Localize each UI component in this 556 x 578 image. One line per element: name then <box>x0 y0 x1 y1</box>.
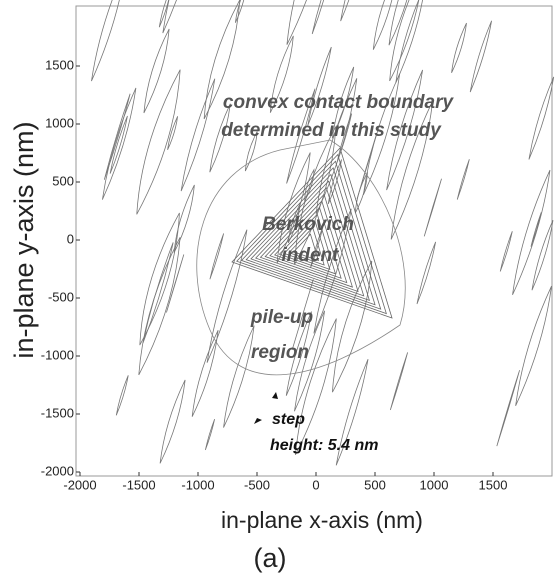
y-tick-label: 1500 <box>45 57 74 72</box>
plot-frame <box>76 6 552 476</box>
x-tick-label: -500 <box>244 477 270 492</box>
y-tick-label: 0 <box>67 231 74 246</box>
x-tick-label: -1000 <box>181 477 214 492</box>
annotation: region <box>251 342 309 363</box>
y-tick-label: 1000 <box>45 115 74 130</box>
x-axis-label: in-plane x-axis (nm) <box>221 507 423 533</box>
x-tick-label: 1500 <box>479 477 508 492</box>
y-tick-label: -1500 <box>41 405 74 420</box>
x-tick-label: -2000 <box>63 477 96 492</box>
y-tick-label: 500 <box>52 173 74 188</box>
annotation: Berkovich <box>262 214 354 235</box>
y-tick-label: -1000 <box>41 347 74 362</box>
annotation: step <box>272 411 305 428</box>
annotation: pile-up <box>250 307 313 328</box>
y-axis-label: in-plane y-axis (nm) <box>9 121 39 358</box>
x-tick-label: 0 <box>312 477 319 492</box>
annotation: convex contact boundary <box>223 92 455 113</box>
annotation: height: 5.4 nm <box>270 437 378 454</box>
annotation: indent <box>282 245 340 266</box>
caption: (a) <box>254 543 287 573</box>
chart: in-plane x-axis (nm) in-plane y-axis (nm… <box>0 0 556 578</box>
y-tick-label: -500 <box>48 289 74 304</box>
x-tick-label: -1500 <box>122 477 155 492</box>
annotation: determined in this study <box>221 120 442 141</box>
x-tick-label: 1000 <box>420 477 449 492</box>
y-tick-label: -2000 <box>41 463 74 478</box>
x-tick-label: 500 <box>364 477 386 492</box>
